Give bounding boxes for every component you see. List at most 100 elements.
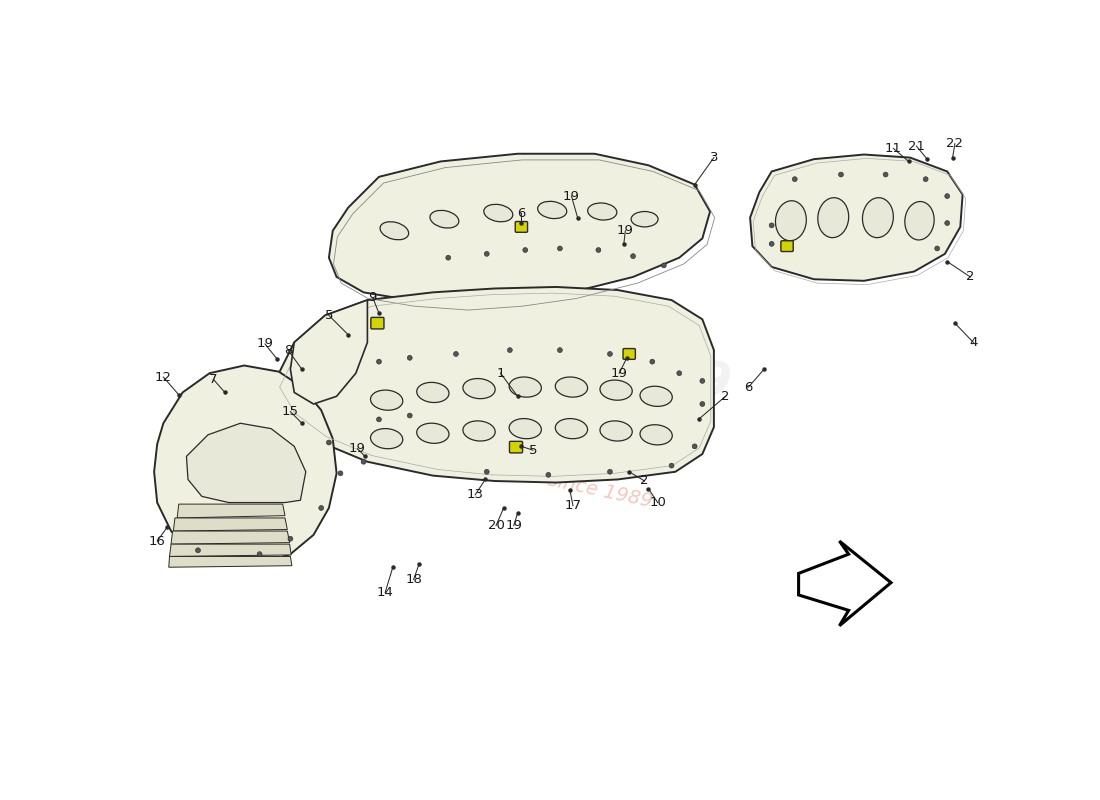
- Circle shape: [769, 242, 774, 246]
- Ellipse shape: [463, 421, 495, 441]
- Circle shape: [792, 177, 798, 182]
- Text: 19: 19: [256, 338, 274, 350]
- Text: 6: 6: [745, 381, 752, 394]
- Circle shape: [319, 506, 323, 510]
- Polygon shape: [154, 366, 337, 564]
- Text: 17: 17: [564, 499, 582, 512]
- Polygon shape: [174, 518, 287, 531]
- FancyBboxPatch shape: [515, 222, 528, 232]
- Ellipse shape: [640, 386, 672, 406]
- Text: 9: 9: [368, 291, 377, 304]
- Circle shape: [376, 417, 382, 422]
- Ellipse shape: [538, 202, 566, 218]
- Text: 19: 19: [505, 519, 522, 532]
- Ellipse shape: [417, 423, 449, 443]
- Circle shape: [338, 471, 343, 476]
- Text: 21: 21: [908, 139, 925, 153]
- Circle shape: [676, 370, 682, 376]
- Text: 6: 6: [517, 206, 526, 219]
- Ellipse shape: [556, 377, 587, 397]
- Ellipse shape: [556, 418, 587, 438]
- Text: 1: 1: [496, 366, 505, 380]
- Polygon shape: [169, 544, 292, 557]
- Polygon shape: [799, 541, 891, 626]
- Circle shape: [923, 177, 928, 182]
- Ellipse shape: [587, 203, 617, 220]
- Ellipse shape: [509, 377, 541, 397]
- Circle shape: [935, 246, 939, 251]
- Circle shape: [446, 255, 451, 260]
- Text: 2: 2: [966, 270, 975, 283]
- Text: 19: 19: [617, 224, 634, 238]
- Ellipse shape: [430, 210, 459, 228]
- Circle shape: [650, 359, 654, 364]
- Text: a pasion for cars since 1989: a pasion for cars since 1989: [381, 435, 654, 511]
- Polygon shape: [329, 154, 711, 304]
- Ellipse shape: [417, 382, 449, 402]
- Text: 11: 11: [884, 142, 902, 155]
- Circle shape: [484, 470, 490, 474]
- Text: 2: 2: [640, 474, 649, 487]
- Polygon shape: [172, 531, 289, 544]
- FancyBboxPatch shape: [781, 241, 793, 251]
- Text: 4: 4: [969, 336, 978, 349]
- Ellipse shape: [600, 421, 632, 441]
- Circle shape: [376, 359, 382, 364]
- Ellipse shape: [631, 211, 658, 227]
- Text: 13: 13: [466, 488, 484, 502]
- Circle shape: [288, 536, 293, 542]
- FancyBboxPatch shape: [623, 349, 636, 359]
- Ellipse shape: [484, 204, 513, 222]
- Circle shape: [769, 223, 774, 228]
- Text: 19: 19: [563, 190, 580, 202]
- Text: 19: 19: [349, 442, 366, 455]
- Text: 5: 5: [529, 444, 537, 457]
- Circle shape: [838, 172, 844, 177]
- Polygon shape: [186, 423, 306, 502]
- Text: europarts: europarts: [333, 394, 702, 460]
- Text: 19: 19: [610, 366, 628, 380]
- Ellipse shape: [905, 202, 934, 240]
- Circle shape: [700, 378, 705, 383]
- Circle shape: [700, 402, 705, 406]
- Circle shape: [945, 194, 949, 198]
- Circle shape: [945, 221, 949, 226]
- Polygon shape: [177, 504, 285, 518]
- Text: 16: 16: [148, 534, 166, 547]
- Circle shape: [596, 247, 601, 253]
- Circle shape: [630, 254, 636, 258]
- Polygon shape: [290, 300, 367, 404]
- Circle shape: [327, 440, 331, 445]
- FancyBboxPatch shape: [371, 318, 384, 329]
- Ellipse shape: [776, 201, 806, 241]
- Ellipse shape: [600, 380, 632, 400]
- Text: 8: 8: [284, 344, 293, 357]
- Ellipse shape: [817, 198, 849, 238]
- Circle shape: [661, 263, 667, 268]
- Text: 7: 7: [209, 373, 218, 386]
- Circle shape: [522, 247, 528, 253]
- Circle shape: [507, 348, 513, 353]
- Ellipse shape: [640, 425, 672, 445]
- Circle shape: [407, 355, 412, 360]
- Text: 14: 14: [376, 586, 394, 599]
- Ellipse shape: [379, 222, 409, 240]
- Circle shape: [558, 246, 562, 251]
- Circle shape: [883, 172, 888, 177]
- Ellipse shape: [862, 198, 893, 238]
- Polygon shape: [750, 154, 962, 281]
- Text: 22: 22: [946, 138, 964, 150]
- Circle shape: [558, 348, 562, 353]
- Circle shape: [546, 472, 551, 478]
- Text: 10: 10: [649, 496, 667, 509]
- Ellipse shape: [463, 378, 495, 398]
- Text: 3: 3: [710, 151, 718, 164]
- FancyBboxPatch shape: [509, 442, 522, 453]
- Circle shape: [669, 463, 674, 468]
- Circle shape: [607, 351, 613, 357]
- Text: 5: 5: [324, 309, 333, 322]
- Ellipse shape: [371, 390, 403, 410]
- Circle shape: [196, 548, 200, 553]
- Text: 20: 20: [487, 519, 505, 532]
- Text: 15: 15: [282, 405, 299, 418]
